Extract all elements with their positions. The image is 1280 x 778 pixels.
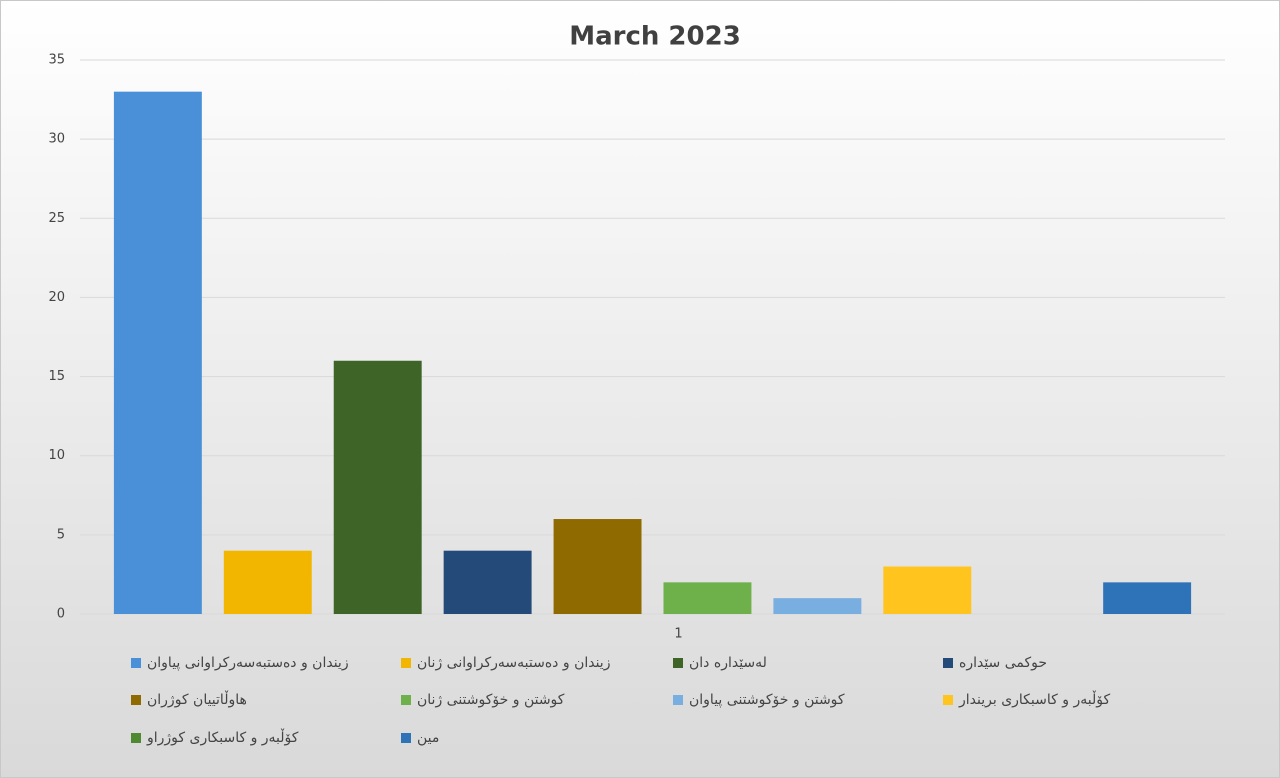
legend-marker bbox=[401, 733, 411, 743]
legend-marker bbox=[673, 658, 683, 668]
y-tick-label: 35 bbox=[48, 53, 65, 68]
legend-marker bbox=[131, 733, 141, 743]
x-tick-label: 1 bbox=[674, 627, 682, 642]
y-tick-label: 30 bbox=[48, 132, 65, 147]
bar bbox=[883, 566, 972, 614]
bar bbox=[773, 598, 862, 614]
bar bbox=[663, 582, 752, 614]
legend-marker bbox=[943, 658, 953, 668]
legend-label: لەسێدارە دان bbox=[689, 655, 767, 671]
chart-title: March 2023 bbox=[569, 22, 741, 52]
legend-marker bbox=[673, 695, 683, 705]
bar bbox=[223, 550, 312, 614]
bar bbox=[443, 550, 532, 614]
legend-label: کۆڵبەر و کاسبکاری بریندار bbox=[958, 690, 1110, 708]
y-tick-label: 0 bbox=[57, 607, 65, 622]
bar bbox=[113, 91, 202, 614]
bar bbox=[553, 519, 642, 614]
y-tick-label: 5 bbox=[57, 527, 65, 542]
legend-label: زیندان و دەستبەسەرکراوانی ژنان bbox=[417, 655, 610, 671]
legend-label: کۆڵبەر و کاسبکاری کوژراو bbox=[146, 728, 299, 746]
legend-label: زیندان و دەستبەسەرکراوانی پیاوان bbox=[147, 655, 349, 671]
bar bbox=[333, 360, 422, 614]
y-tick-label: 25 bbox=[48, 211, 65, 226]
y-tick-label: 20 bbox=[48, 290, 65, 305]
legend-marker bbox=[131, 658, 141, 668]
legend-label: حوکمی سێدارە bbox=[959, 655, 1047, 671]
legend-marker bbox=[943, 695, 953, 705]
y-tick-label: 15 bbox=[48, 369, 65, 384]
legend-label: مین bbox=[417, 730, 439, 746]
legend-label: هاوڵاتییان کوژران bbox=[147, 690, 247, 708]
bar bbox=[1103, 582, 1192, 614]
legend-label: کوشتن و خۆکوشتنی پیاوان bbox=[689, 692, 845, 708]
legend-marker bbox=[131, 695, 141, 705]
legend-label: کوشتن و خۆکوشتنی ژنان bbox=[417, 692, 565, 708]
legend-marker bbox=[401, 658, 411, 668]
legend-marker bbox=[401, 695, 411, 705]
y-tick-label: 10 bbox=[48, 448, 65, 463]
